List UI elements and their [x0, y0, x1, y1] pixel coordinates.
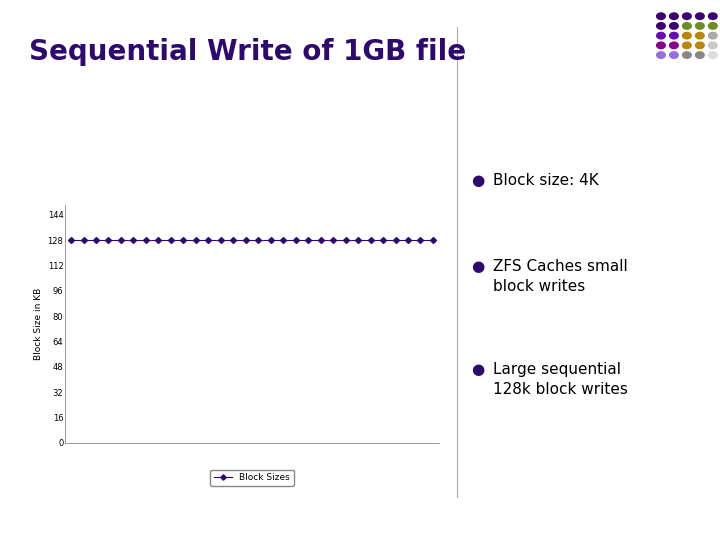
Block Sizes	[404, 237, 413, 244]
Block Sizes	[304, 237, 312, 244]
Block Sizes	[292, 237, 300, 244]
Block Sizes	[341, 237, 350, 244]
Block Sizes	[428, 237, 437, 244]
Text: Sequential Write of 1GB file: Sequential Write of 1GB file	[29, 38, 466, 66]
Text: ●: ●	[472, 173, 485, 188]
Block Sizes	[192, 237, 200, 244]
Block Sizes	[204, 237, 212, 244]
Block Sizes	[91, 237, 100, 244]
Block Sizes	[229, 237, 238, 244]
Block Sizes	[266, 237, 275, 244]
Block Sizes	[67, 237, 76, 244]
Block Sizes	[117, 237, 125, 244]
Legend: Block Sizes: Block Sizes	[210, 470, 294, 486]
Block Sizes	[104, 237, 113, 244]
Block Sizes	[241, 237, 250, 244]
Block Sizes	[366, 237, 375, 244]
Block Sizes	[217, 237, 225, 244]
Text: Large sequential
128k block writes: Large sequential 128k block writes	[493, 362, 628, 396]
Block Sizes	[279, 237, 287, 244]
Block Sizes	[129, 237, 138, 244]
Block Sizes	[391, 237, 400, 244]
Block Sizes	[154, 237, 163, 244]
Block Sizes	[179, 237, 188, 244]
Block Sizes	[254, 237, 263, 244]
Block Sizes	[142, 237, 150, 244]
Text: ●: ●	[472, 259, 485, 274]
Block Sizes	[79, 237, 88, 244]
Text: ●: ●	[472, 362, 485, 377]
Block Sizes	[416, 237, 425, 244]
Block Sizes	[329, 237, 338, 244]
Block Sizes	[316, 237, 325, 244]
Text: ZFS Caches small
block writes: ZFS Caches small block writes	[493, 259, 628, 294]
Y-axis label: Block Size in KB: Block Size in KB	[35, 288, 43, 360]
Block Sizes	[354, 237, 362, 244]
Block Sizes	[166, 237, 175, 244]
Line: Block Sizes: Block Sizes	[69, 238, 435, 242]
Text: Block size: 4K: Block size: 4K	[493, 173, 599, 188]
Block Sizes	[379, 237, 387, 244]
